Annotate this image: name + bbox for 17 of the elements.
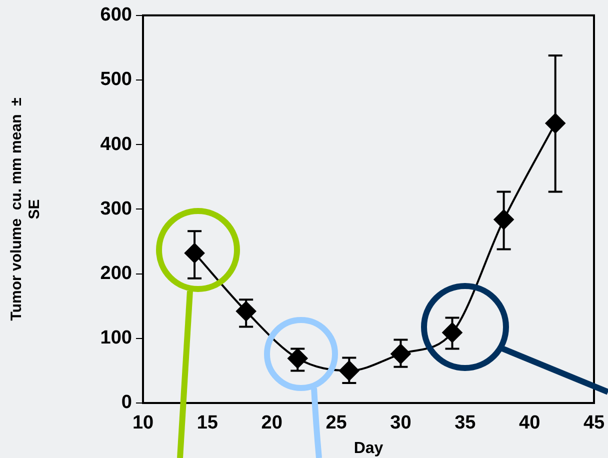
x-tick-label: 45	[583, 412, 605, 434]
y-tick-label: 400	[100, 134, 132, 155]
x-tick-label: 15	[196, 412, 218, 434]
y-tick-label: 300	[100, 198, 132, 220]
y-tick-label: 100	[100, 328, 132, 349]
x-tick-label: 25	[326, 412, 348, 434]
x-tick-label: 10	[132, 412, 154, 434]
x-tick-label: 40	[519, 412, 540, 434]
x-axis-title: Day	[354, 440, 384, 457]
y-axis-title: Tumor volume cu. mm mean ± SE	[8, 98, 44, 321]
x-tick-label: 20	[261, 412, 282, 434]
y-tick-label: 200	[100, 263, 132, 284]
y-tick-label: 500	[100, 69, 132, 90]
y-tick-label: 0	[121, 392, 132, 414]
x-tick-label: 35	[454, 412, 476, 434]
x-tick-label: 30	[390, 412, 412, 434]
y-tick-label: 600	[100, 4, 132, 26]
